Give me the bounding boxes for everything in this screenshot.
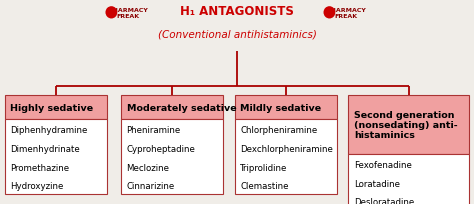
Ellipse shape: [105, 7, 117, 19]
Text: Dimenhydrinate: Dimenhydrinate: [10, 144, 80, 153]
Text: Dexchlorpheniramine: Dexchlorpheniramine: [240, 144, 333, 153]
Text: Promethazine: Promethazine: [10, 163, 70, 172]
Text: Loratadine: Loratadine: [354, 179, 400, 188]
Text: Fexofenadine: Fexofenadine: [354, 160, 412, 169]
FancyBboxPatch shape: [5, 96, 107, 119]
FancyBboxPatch shape: [121, 96, 223, 119]
FancyBboxPatch shape: [121, 119, 223, 194]
FancyBboxPatch shape: [5, 119, 107, 194]
FancyBboxPatch shape: [348, 96, 469, 154]
Text: Mildly sedative: Mildly sedative: [240, 103, 321, 112]
Text: Pheniramine: Pheniramine: [127, 125, 181, 134]
FancyBboxPatch shape: [235, 119, 337, 194]
Text: Cyproheptadine: Cyproheptadine: [127, 144, 195, 153]
Text: Cinnarizine: Cinnarizine: [127, 182, 175, 191]
Text: Highly sedative: Highly sedative: [10, 103, 93, 112]
FancyBboxPatch shape: [235, 96, 337, 119]
FancyBboxPatch shape: [348, 154, 469, 204]
Text: Chlorpheniramine: Chlorpheniramine: [240, 125, 318, 134]
Text: Second generation
(nonsedating) anti-
histaminics: Second generation (nonsedating) anti- hi…: [354, 110, 458, 140]
Text: Moderately sedative: Moderately sedative: [127, 103, 236, 112]
Text: Clemastine: Clemastine: [240, 182, 289, 191]
Text: Meclozine: Meclozine: [127, 163, 170, 172]
Ellipse shape: [323, 7, 335, 19]
Text: Hydroxyzine: Hydroxyzine: [10, 182, 64, 191]
Text: PHARMACY
FREAK: PHARMACY FREAK: [108, 8, 148, 19]
Text: Diphenhydramine: Diphenhydramine: [10, 125, 88, 134]
Text: Desloratadine: Desloratadine: [354, 197, 414, 204]
Text: (Conventional antihistaminics): (Conventional antihistaminics): [157, 30, 317, 40]
Text: PHARMACY
FREAK: PHARMACY FREAK: [326, 8, 366, 19]
Text: Triprolidine: Triprolidine: [240, 163, 288, 172]
Text: H₁ ANTAGONISTS: H₁ ANTAGONISTS: [180, 5, 294, 18]
